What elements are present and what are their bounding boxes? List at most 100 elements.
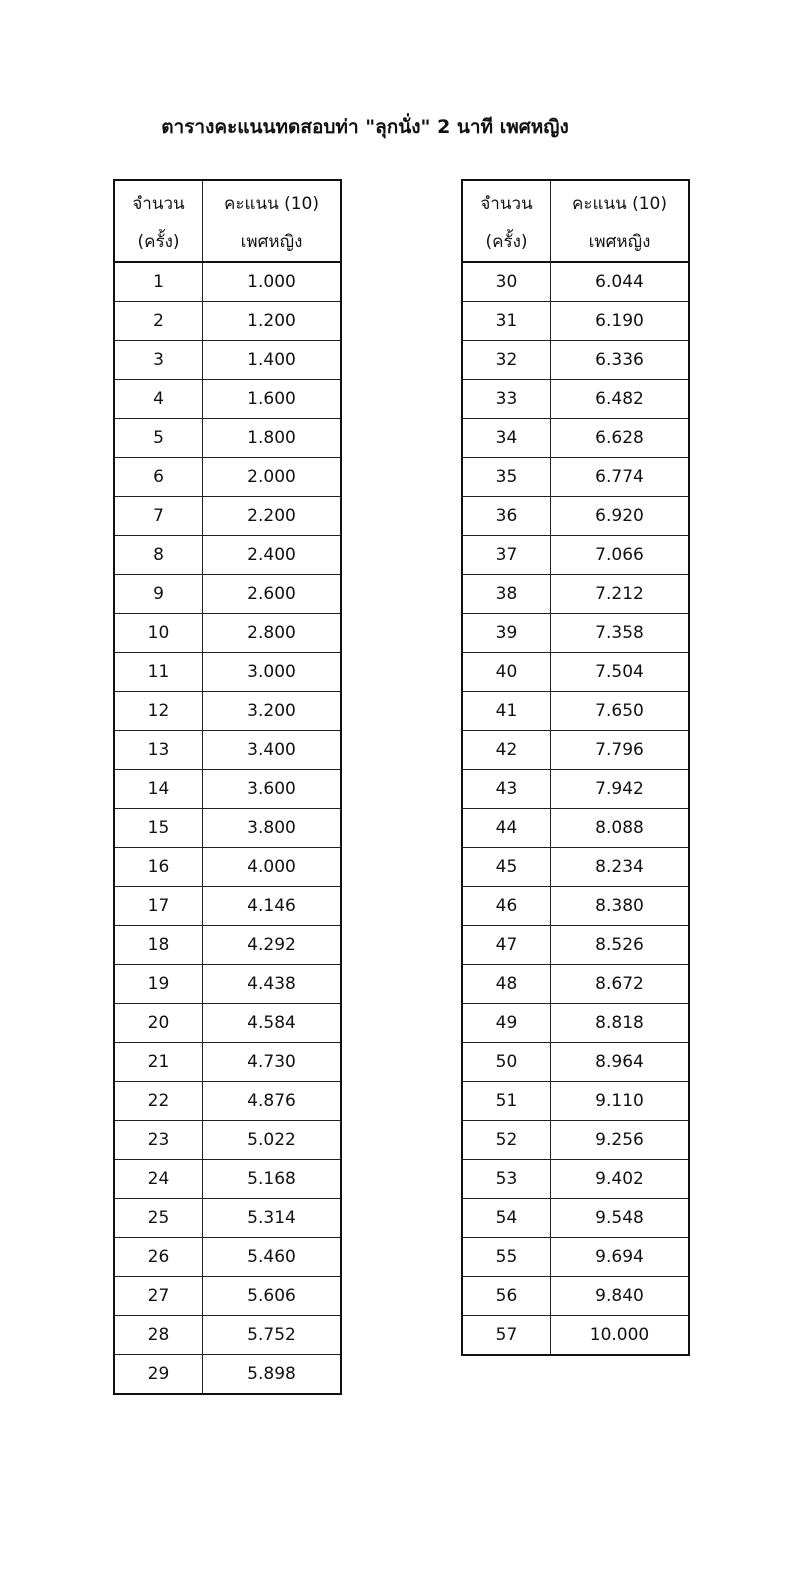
score-cell: 4.730 [202, 1042, 342, 1082]
score-cell: 6.628 [550, 418, 690, 458]
count-cell: 35 [461, 457, 551, 497]
count-cell: 7 [113, 496, 203, 536]
count-cell: 32 [461, 340, 551, 380]
count-cell: 37 [461, 535, 551, 575]
table-row: 2 1.200 [113, 301, 342, 341]
table-row: 13 3.400 [113, 730, 342, 770]
score-cell: 4.000 [202, 847, 342, 887]
table-row: 36 6.920 [461, 496, 690, 536]
table-row: 57 10.000 [461, 1315, 690, 1356]
table-row: 1 1.000 [113, 261, 342, 302]
table-row: 52 9.256 [461, 1120, 690, 1160]
score-cell: 7.504 [550, 652, 690, 692]
table-row: 21 4.730 [113, 1042, 342, 1082]
score-cell: 5.460 [202, 1237, 342, 1277]
table-row: 49 8.818 [461, 1003, 690, 1043]
table-row: 28 5.752 [113, 1315, 342, 1355]
table-row: 6 2.000 [113, 457, 342, 497]
score-cell: 5.314 [202, 1198, 342, 1238]
table-row: 25 5.314 [113, 1198, 342, 1238]
count-cell: 52 [461, 1120, 551, 1160]
score-cell: 1.200 [202, 301, 342, 341]
count-cell: 13 [113, 730, 203, 770]
header-count: จำนวน [113, 179, 203, 223]
score-cell: 9.840 [550, 1276, 690, 1316]
score-cell: 5.752 [202, 1315, 342, 1355]
score-cell: 5.168 [202, 1159, 342, 1199]
count-cell: 10 [113, 613, 203, 653]
count-cell: 48 [461, 964, 551, 1004]
count-cell: 50 [461, 1042, 551, 1082]
count-cell: 55 [461, 1237, 551, 1277]
score-cell: 6.774 [550, 457, 690, 497]
table-row: 55 9.694 [461, 1237, 690, 1277]
score-table-right: จำนวน คะแนน (10) (ครั้ง) เพศหญิง 30 6.044… [461, 179, 690, 1356]
count-cell: 36 [461, 496, 551, 536]
score-cell: 7.066 [550, 535, 690, 575]
table-row: 33 6.482 [461, 379, 690, 419]
count-cell: 44 [461, 808, 551, 848]
count-cell: 25 [113, 1198, 203, 1238]
count-cell: 26 [113, 1237, 203, 1277]
table-row: 48 8.672 [461, 964, 690, 1004]
table-row: 27 5.606 [113, 1276, 342, 1316]
count-cell: 20 [113, 1003, 203, 1043]
score-cell: 8.234 [550, 847, 690, 887]
score-cell: 7.358 [550, 613, 690, 653]
table-row: 54 9.548 [461, 1198, 690, 1238]
table-row: 39 7.358 [461, 613, 690, 653]
count-cell: 2 [113, 301, 203, 341]
table-row: 34 6.628 [461, 418, 690, 458]
table-row: 15 3.800 [113, 808, 342, 848]
table-row: 14 3.600 [113, 769, 342, 809]
table-row: 17 4.146 [113, 886, 342, 926]
score-cell: 6.190 [550, 301, 690, 341]
count-cell: 23 [113, 1120, 203, 1160]
header-score-gender: เพศหญิง [202, 223, 342, 263]
count-cell: 1 [113, 261, 203, 302]
score-cell: 1.000 [202, 261, 342, 302]
score-cell: 7.650 [550, 691, 690, 731]
count-cell: 57 [461, 1315, 551, 1356]
table-row: 41 7.650 [461, 691, 690, 731]
score-cell: 3.000 [202, 652, 342, 692]
table-row: 26 5.460 [113, 1237, 342, 1277]
count-cell: 40 [461, 652, 551, 692]
score-cell: 10.000 [550, 1315, 690, 1356]
table-row: 12 3.200 [113, 691, 342, 731]
score-cell: 7.212 [550, 574, 690, 614]
score-cell: 8.380 [550, 886, 690, 926]
score-table-left: จำนวน คะแนน (10) (ครั้ง) เพศหญิง 1 1.000 2… [113, 179, 342, 1395]
count-cell: 12 [113, 691, 203, 731]
count-cell: 24 [113, 1159, 203, 1199]
table-row: 3 1.400 [113, 340, 342, 380]
score-cell: 3.400 [202, 730, 342, 770]
score-cell: 1.400 [202, 340, 342, 380]
table-row: 51 9.110 [461, 1081, 690, 1121]
score-cell: 7.796 [550, 730, 690, 770]
table-row: 16 4.000 [113, 847, 342, 887]
table-row: 9 2.600 [113, 574, 342, 614]
count-cell: 47 [461, 925, 551, 965]
table-row: 18 4.292 [113, 925, 342, 965]
table-row: 53 9.402 [461, 1159, 690, 1199]
count-cell: 49 [461, 1003, 551, 1043]
score-cell: 4.146 [202, 886, 342, 926]
table-row: 43 7.942 [461, 769, 690, 809]
table-row: 10 2.800 [113, 613, 342, 653]
score-cell: 9.402 [550, 1159, 690, 1199]
table-row: 37 7.066 [461, 535, 690, 575]
score-cell: 6.044 [550, 261, 690, 302]
count-cell: 18 [113, 925, 203, 965]
count-cell: 19 [113, 964, 203, 1004]
score-cell: 8.818 [550, 1003, 690, 1043]
score-cell: 7.942 [550, 769, 690, 809]
score-cell: 3.800 [202, 808, 342, 848]
count-cell: 4 [113, 379, 203, 419]
count-cell: 28 [113, 1315, 203, 1355]
score-cell: 5.022 [202, 1120, 342, 1160]
table-row: 32 6.336 [461, 340, 690, 380]
count-cell: 38 [461, 574, 551, 614]
score-cell: 5.898 [202, 1354, 342, 1395]
table-row: 38 7.212 [461, 574, 690, 614]
